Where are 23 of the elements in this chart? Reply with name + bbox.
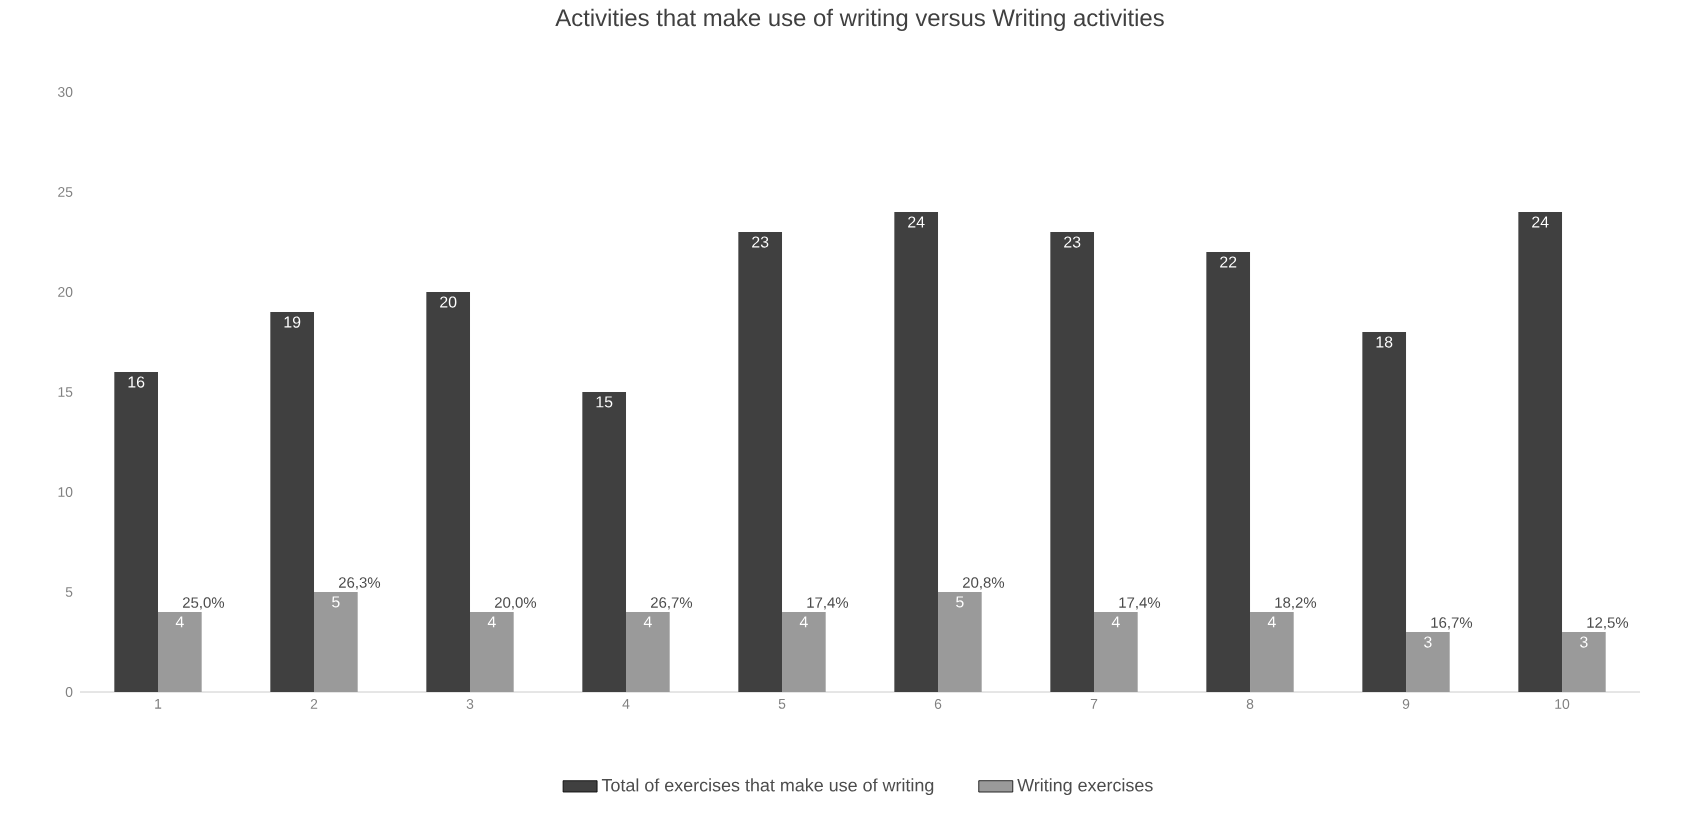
bar [738, 232, 783, 692]
chart-title: Activities that make use of writing versus Writing activities [555, 8, 1164, 32]
bar [582, 392, 627, 692]
bar [1406, 632, 1450, 692]
bar [938, 592, 982, 692]
bar [1362, 332, 1407, 692]
bar [1562, 632, 1606, 692]
bar [1206, 252, 1251, 692]
legend-label: Writing exercises [1017, 778, 1153, 796]
bar [782, 612, 826, 692]
bar [270, 312, 315, 692]
bar [426, 292, 471, 692]
bar [1518, 212, 1563, 692]
bar [314, 592, 358, 692]
bar [626, 612, 670, 692]
bar [114, 372, 158, 692]
bar [1094, 612, 1138, 692]
bar [470, 612, 514, 692]
bar [1050, 232, 1095, 692]
bar [894, 212, 939, 692]
bar [1250, 612, 1294, 692]
legend-label: Total of exercises that make use of writing [601, 778, 934, 796]
bar [158, 612, 202, 692]
